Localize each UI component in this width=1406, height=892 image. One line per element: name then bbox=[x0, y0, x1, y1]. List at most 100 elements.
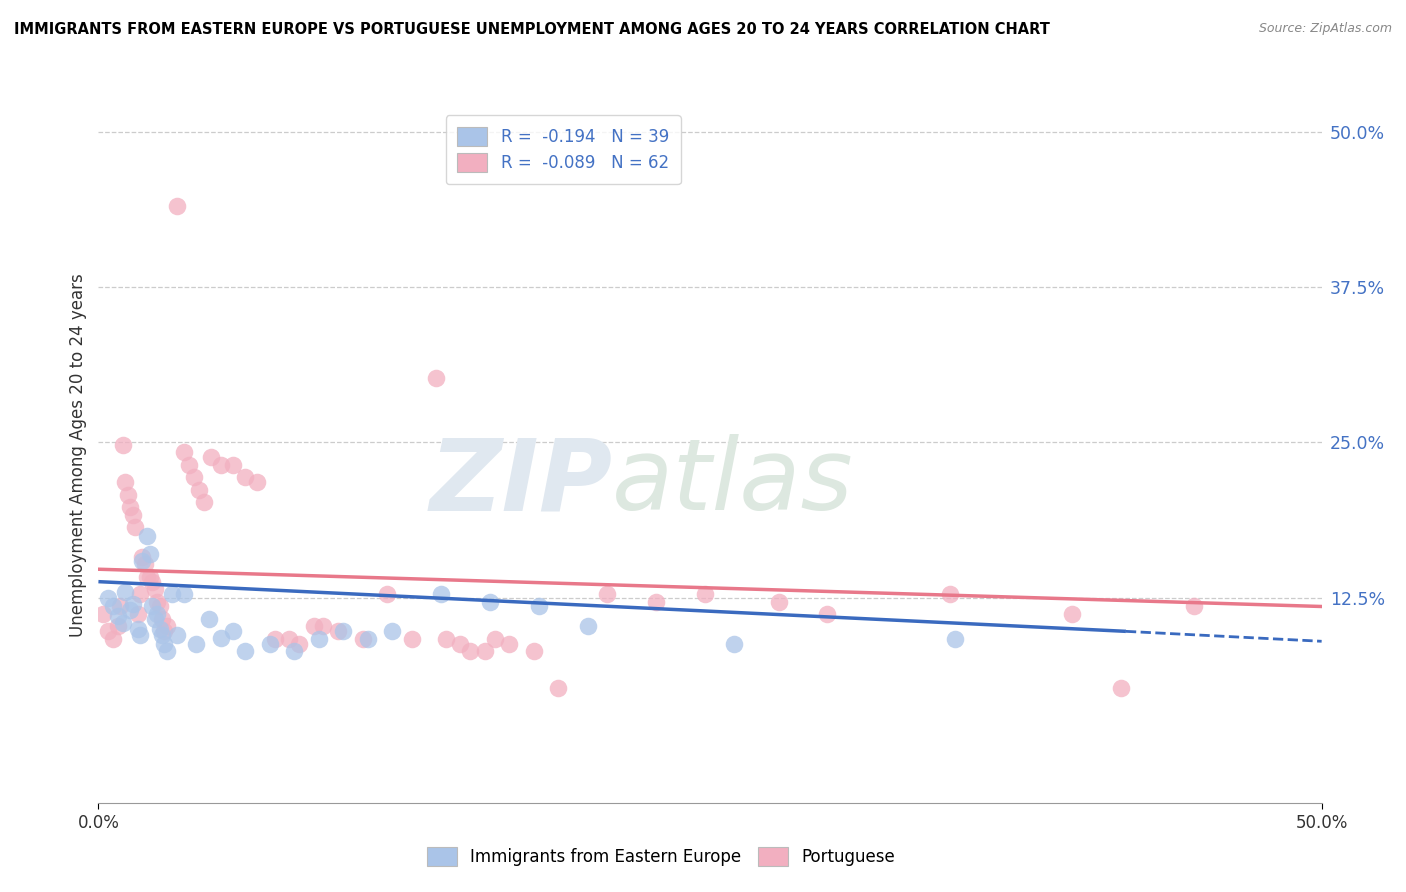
Point bbox=[139, 547, 162, 561]
Point bbox=[222, 624, 245, 639]
Point bbox=[817, 607, 839, 621]
Point bbox=[101, 632, 124, 646]
Point bbox=[209, 458, 232, 472]
Point bbox=[111, 615, 134, 630]
Point bbox=[222, 458, 245, 472]
Point bbox=[160, 587, 183, 601]
Point bbox=[129, 628, 152, 642]
Point bbox=[474, 644, 496, 658]
Point bbox=[197, 612, 219, 626]
Point bbox=[166, 628, 188, 642]
Point bbox=[547, 681, 569, 696]
Point bbox=[150, 628, 173, 642]
Point bbox=[356, 632, 378, 646]
Point bbox=[1184, 599, 1206, 614]
Point bbox=[117, 488, 139, 502]
Point bbox=[259, 637, 281, 651]
Point bbox=[124, 520, 146, 534]
Point bbox=[434, 632, 457, 646]
Point bbox=[450, 637, 472, 651]
Point bbox=[209, 631, 232, 645]
Point bbox=[401, 632, 423, 646]
Text: ZIP: ZIP bbox=[429, 434, 612, 532]
Point bbox=[484, 632, 506, 646]
Point bbox=[308, 632, 330, 646]
Point bbox=[943, 632, 966, 646]
Point bbox=[97, 624, 120, 639]
Point bbox=[233, 644, 256, 658]
Legend: Immigrants from Eastern Europe, Portuguese: Immigrants from Eastern Europe, Portugue… bbox=[415, 836, 907, 878]
Point bbox=[131, 549, 153, 564]
Point bbox=[146, 607, 169, 621]
Point bbox=[166, 199, 188, 213]
Point bbox=[523, 644, 546, 658]
Point bbox=[498, 637, 520, 651]
Y-axis label: Unemployment Among Ages 20 to 24 years: Unemployment Among Ages 20 to 24 years bbox=[69, 273, 87, 637]
Point bbox=[146, 594, 169, 608]
Point bbox=[233, 470, 256, 484]
Point bbox=[177, 458, 200, 472]
Point bbox=[596, 587, 619, 601]
Point bbox=[263, 632, 285, 646]
Point bbox=[110, 599, 132, 614]
Point bbox=[723, 637, 745, 651]
Point bbox=[278, 632, 301, 646]
Point bbox=[430, 587, 453, 601]
Point bbox=[127, 607, 149, 621]
Point bbox=[200, 450, 222, 465]
Point bbox=[156, 644, 179, 658]
Point bbox=[478, 594, 501, 608]
Point bbox=[149, 622, 172, 636]
Point bbox=[141, 574, 163, 589]
Point bbox=[352, 632, 374, 646]
Point bbox=[114, 475, 136, 490]
Point bbox=[332, 624, 354, 639]
Point bbox=[645, 594, 668, 608]
Text: IMMIGRANTS FROM EASTERN EUROPE VS PORTUGUESE UNEMPLOYMENT AMONG AGES 20 TO 24 YE: IMMIGRANTS FROM EASTERN EUROPE VS PORTUG… bbox=[14, 22, 1050, 37]
Point bbox=[695, 587, 717, 601]
Point bbox=[127, 622, 149, 636]
Point bbox=[527, 599, 550, 614]
Point bbox=[121, 597, 143, 611]
Point bbox=[153, 637, 176, 651]
Point bbox=[150, 612, 173, 626]
Point bbox=[141, 599, 163, 614]
Point bbox=[97, 591, 120, 605]
Point bbox=[143, 582, 166, 596]
Point bbox=[283, 644, 305, 658]
Point bbox=[1062, 607, 1084, 621]
Point bbox=[183, 470, 205, 484]
Point bbox=[101, 599, 124, 614]
Point bbox=[576, 619, 599, 633]
Point bbox=[375, 587, 398, 601]
Point bbox=[425, 371, 447, 385]
Point bbox=[149, 599, 172, 614]
Point bbox=[91, 607, 114, 621]
Point bbox=[143, 612, 166, 626]
Point bbox=[114, 584, 136, 599]
Text: Source: ZipAtlas.com: Source: ZipAtlas.com bbox=[1258, 22, 1392, 36]
Point bbox=[187, 483, 209, 497]
Point bbox=[131, 553, 153, 567]
Point bbox=[458, 644, 481, 658]
Point bbox=[111, 438, 134, 452]
Point bbox=[186, 637, 208, 651]
Point bbox=[107, 609, 129, 624]
Point bbox=[136, 570, 159, 584]
Point bbox=[121, 508, 143, 522]
Point bbox=[120, 603, 142, 617]
Text: atlas: atlas bbox=[612, 434, 853, 532]
Point bbox=[139, 570, 162, 584]
Point bbox=[768, 594, 790, 608]
Point bbox=[129, 587, 152, 601]
Point bbox=[1109, 681, 1132, 696]
Point bbox=[136, 529, 159, 543]
Point bbox=[939, 587, 962, 601]
Point bbox=[153, 624, 176, 639]
Point bbox=[381, 624, 404, 639]
Point bbox=[193, 495, 215, 509]
Point bbox=[302, 619, 325, 633]
Point bbox=[288, 637, 311, 651]
Point bbox=[312, 619, 335, 633]
Point bbox=[173, 587, 195, 601]
